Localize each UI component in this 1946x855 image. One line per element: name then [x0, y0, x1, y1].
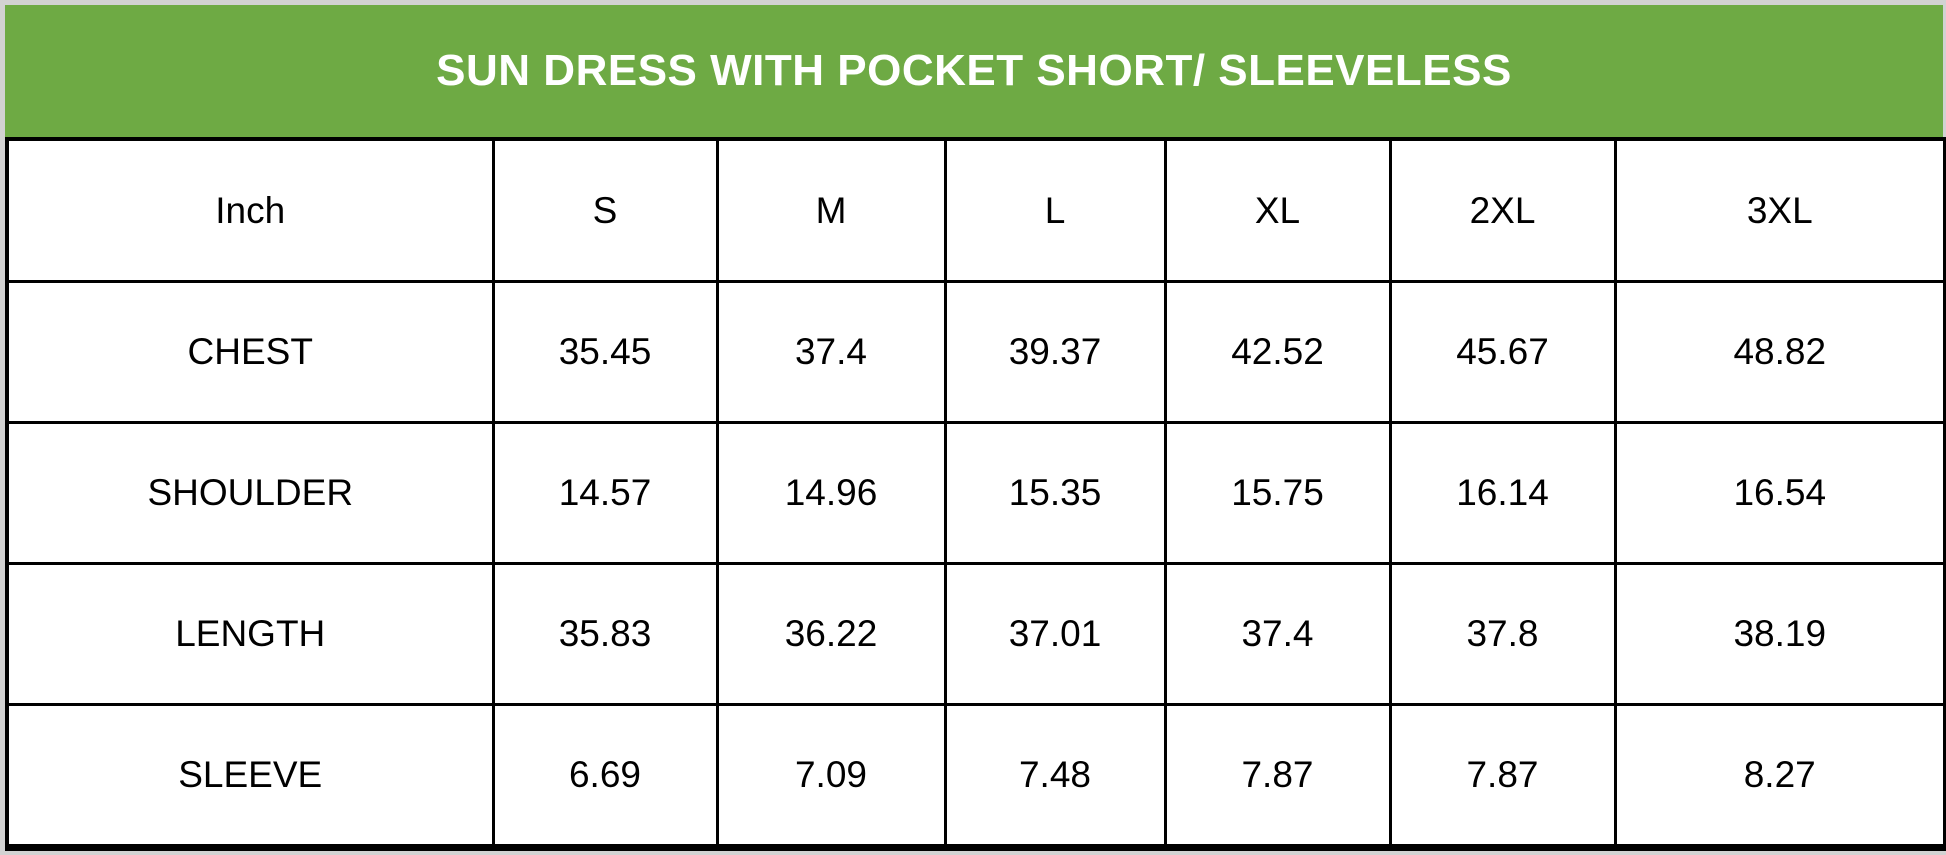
cell-length-l: 37.01	[943, 562, 1167, 706]
row-label-chest: CHEST	[5, 280, 495, 424]
unit-header-cell: Inch	[5, 137, 495, 283]
cell-length-m: 36.22	[715, 562, 947, 706]
size-header-2xl: 2XL	[1388, 137, 1617, 283]
table-row-shoulder: SHOULDER 14.57 14.96 15.35 15.75 16.14 1…	[5, 421, 1946, 565]
chart-title: SUN DRESS WITH POCKET SHORT/ SLEEVELESS	[436, 46, 1512, 95]
table-row-chest: CHEST 35.45 37.4 39.37 42.52 45.67 48.82	[5, 280, 1946, 424]
cell-length-s: 35.83	[491, 562, 719, 706]
cell-sleeve-xl: 7.87	[1163, 703, 1392, 849]
cell-chest-xl: 42.52	[1163, 280, 1392, 424]
cell-length-xl: 37.4	[1163, 562, 1392, 706]
cell-length-3xl: 38.19	[1613, 562, 1946, 706]
size-header-row: Inch S M L XL 2XL 3XL	[5, 137, 1946, 283]
size-header-m: M	[715, 137, 947, 283]
size-header-xl: XL	[1163, 137, 1392, 283]
cell-sleeve-l: 7.48	[943, 703, 1167, 849]
cell-sleeve-s: 6.69	[491, 703, 719, 849]
cell-chest-2xl: 45.67	[1388, 280, 1617, 424]
table-row-length: LENGTH 35.83 36.22 37.01 37.4 37.8 38.19	[5, 562, 1946, 706]
cell-length-2xl: 37.8	[1388, 562, 1617, 706]
cell-chest-l: 39.37	[943, 280, 1167, 424]
table-title-banner: SUN DRESS WITH POCKET SHORT/ SLEEVELESS	[5, 5, 1943, 137]
cell-shoulder-s: 14.57	[491, 421, 719, 565]
cell-sleeve-2xl: 7.87	[1388, 703, 1617, 849]
cell-shoulder-l: 15.35	[943, 421, 1167, 565]
cell-sleeve-m: 7.09	[715, 703, 947, 849]
table-row-sleeve: SLEEVE 6.69 7.09 7.48 7.87 7.87 8.27	[5, 703, 1946, 849]
size-chart-sheet: SUN DRESS WITH POCKET SHORT/ SLEEVELESS …	[5, 5, 1946, 851]
cell-sleeve-3xl: 8.27	[1613, 703, 1946, 849]
row-label-shoulder: SHOULDER	[5, 421, 495, 565]
row-label-sleeve: SLEEVE	[5, 703, 495, 849]
cell-chest-m: 37.4	[715, 280, 947, 424]
cell-shoulder-3xl: 16.54	[1613, 421, 1946, 565]
size-chart-table: Inch S M L XL 2XL 3XL CHEST 35.45 37.4 3…	[5, 137, 1946, 851]
cell-chest-s: 35.45	[491, 280, 719, 424]
cell-shoulder-m: 14.96	[715, 421, 947, 565]
size-header-l: L	[943, 137, 1167, 283]
cell-chest-3xl: 48.82	[1613, 280, 1946, 424]
cell-shoulder-2xl: 16.14	[1388, 421, 1617, 565]
row-label-length: LENGTH	[5, 562, 495, 706]
size-header-3xl: 3XL	[1613, 137, 1946, 283]
size-header-s: S	[491, 137, 719, 283]
cell-shoulder-xl: 15.75	[1163, 421, 1392, 565]
